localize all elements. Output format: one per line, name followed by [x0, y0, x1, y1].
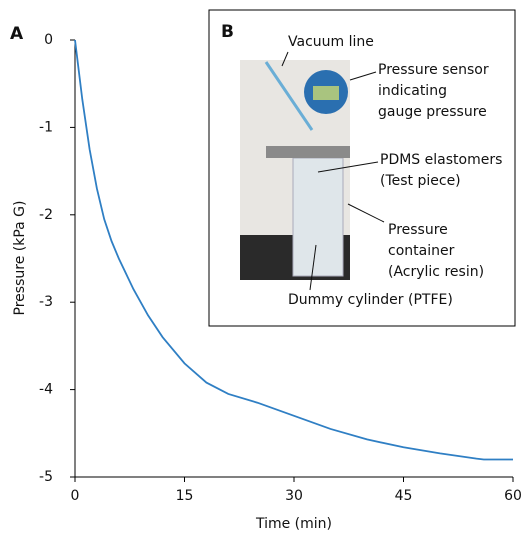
- x-tick-label: 0: [71, 488, 80, 504]
- photo-cylinder: [292, 157, 344, 277]
- annotation: gauge pressure: [378, 104, 487, 120]
- leader-line: [317, 161, 379, 173]
- photo-clamp: [266, 146, 350, 158]
- x-tick-label: 15: [176, 488, 194, 504]
- annotation: indicating: [378, 83, 447, 99]
- annotation: (Acrylic resin): [388, 264, 484, 280]
- panel-label: A: [10, 24, 24, 44]
- annotation: (Test piece): [380, 173, 461, 189]
- data-line: [74, 39, 513, 461]
- annotation: Vacuum line: [288, 34, 374, 50]
- y-tick-label: -3: [39, 294, 53, 310]
- photo: [240, 60, 350, 280]
- y-tick-label: -5: [39, 469, 53, 485]
- x-tick-label: 45: [395, 488, 413, 504]
- inset-panel-label: B: [221, 22, 234, 42]
- annotation: Dummy cylinder (PTFE): [288, 292, 453, 308]
- y-tick-label: -1: [39, 119, 53, 135]
- y-tick-label: -2: [39, 207, 53, 223]
- leader-line: [281, 51, 289, 67]
- annotation: Pressure sensor: [378, 62, 489, 78]
- photo-tube: [264, 61, 314, 131]
- annotation: container: [388, 243, 455, 259]
- y-tick-label: -4: [39, 382, 53, 398]
- annotation: Pressure: [388, 222, 448, 238]
- x-tick-label: 30: [285, 488, 303, 504]
- photo-display: [313, 86, 339, 100]
- x-axis-label: Time (min): [255, 516, 332, 532]
- x-tick-label: 60: [504, 488, 522, 504]
- annotation: PDMS elastomers: [380, 152, 502, 168]
- leader-line: [349, 71, 377, 81]
- leader-line: [309, 244, 317, 291]
- y-tick-label: 0: [44, 32, 53, 48]
- leader-line: [347, 203, 385, 223]
- y-axis-label: Pressure (kPa G): [12, 201, 28, 316]
